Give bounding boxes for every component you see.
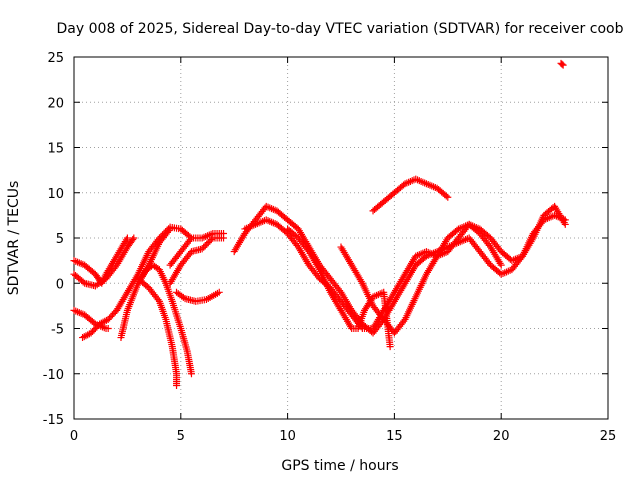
y-tick-label: -5 [51, 323, 64, 338]
series-arc-6 [134, 261, 195, 378]
y-tick-label: -10 [43, 368, 64, 383]
data-point [386, 343, 394, 351]
data-point [215, 288, 223, 296]
data-point [220, 234, 228, 242]
data-point [561, 220, 569, 228]
series-arc-13 [284, 225, 394, 351]
data-point [187, 370, 195, 378]
data-point [104, 325, 112, 332]
x-tick-label: 25 [600, 429, 617, 444]
data-marks [70, 59, 569, 390]
data-point [558, 60, 566, 68]
data-point [165, 227, 173, 235]
series-arc-2 [70, 234, 138, 290]
data-point [336, 287, 344, 295]
series-arc-14 [337, 220, 505, 337]
data-point [204, 239, 212, 247]
data-point [203, 240, 211, 248]
y-tick-label: 15 [47, 142, 64, 157]
y-tick-label: -15 [43, 413, 64, 428]
grid [74, 57, 608, 419]
series-arc-16 [557, 59, 567, 69]
data-point [200, 243, 208, 251]
series-arc-15 [369, 175, 452, 215]
data-point [129, 236, 137, 244]
y-tick-label: 5 [56, 232, 64, 247]
data-point [497, 261, 505, 269]
data-point [293, 241, 301, 249]
data-point [173, 382, 181, 390]
series-arc-10 [166, 234, 228, 287]
data-point [111, 263, 119, 271]
x-tick-label: 20 [493, 429, 510, 444]
data-point [400, 317, 408, 325]
chart-title: Day 008 of 2025, Sidereal Day-to-day VTE… [57, 21, 624, 37]
data-point [206, 237, 214, 245]
data-point [179, 293, 187, 301]
data-point [559, 61, 567, 69]
y-tick-label: 0 [56, 277, 64, 292]
y-axis-label: SDTVAR / TECUs [6, 181, 22, 296]
data-point [485, 241, 493, 249]
data-point [444, 193, 452, 201]
data-point [304, 246, 312, 254]
data-point [207, 236, 215, 244]
y-tick-label: 25 [47, 51, 64, 66]
data-point [154, 296, 162, 304]
data-point [166, 225, 174, 233]
data-point [130, 234, 138, 242]
data-point [201, 242, 209, 250]
data-point [186, 236, 194, 244]
y-tick-label: 10 [47, 187, 64, 202]
x-tick-label: 0 [70, 429, 78, 444]
data-point [123, 234, 131, 242]
data-point [198, 245, 206, 253]
series-arc-7 [134, 275, 181, 390]
x-tick-label: 10 [279, 429, 296, 444]
x-tick-label: 15 [386, 429, 403, 444]
y-tick-label: 20 [47, 96, 64, 111]
data-point [442, 192, 450, 200]
series-arc-9 [166, 229, 228, 269]
x-axis-label: GPS time / hours [281, 458, 398, 474]
series-arc-8 [173, 288, 223, 305]
series-arc-11 [230, 202, 569, 337]
x-tick-label: 5 [177, 429, 185, 444]
axis-ticks: 0 5 10 15 20 25 -15 -10 -5 0 5 10 15 20 25 [43, 51, 617, 444]
series-arc-3 [70, 306, 112, 332]
